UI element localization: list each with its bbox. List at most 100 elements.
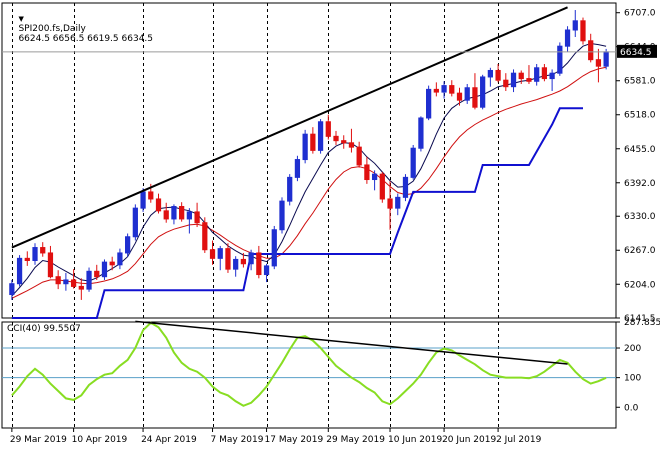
candle-body: [541, 67, 548, 80]
candle-body: [418, 117, 424, 149]
candle-body: [387, 198, 393, 209]
symbol-label: SPI200.fs,Daily: [18, 24, 86, 34]
y-tick-label: 6141.5: [624, 314, 656, 324]
cci-panel-frame: [1, 321, 617, 429]
candle-body: [310, 133, 316, 151]
x-tick-label: 10 Jun 2019: [388, 435, 442, 445]
ohlc-label: 6624.5 6656.5 6619.5 6634.5: [18, 34, 154, 44]
fast-moving-average-line: [11, 42, 607, 297]
candle-body: [117, 252, 123, 266]
slow-moving-average-line: [11, 66, 607, 299]
candle-body: [557, 45, 563, 74]
last-price-label: 6634.5: [620, 48, 652, 58]
candle-body: [287, 176, 293, 202]
candle-body: [148, 191, 154, 200]
candle-body: [194, 211, 200, 224]
candle-body: [94, 270, 100, 278]
candle-body: [510, 72, 517, 88]
candle-body: [217, 248, 223, 259]
collapse-triangle-icon[interactable]: ▼: [18, 15, 24, 23]
candle-body: [487, 69, 493, 78]
cci-y-tick-label: 287.8357: [624, 318, 660, 328]
candle-body: [371, 173, 378, 181]
candle-body: [325, 121, 331, 137]
cci-line: [11, 321, 607, 407]
candle-body: [356, 146, 362, 166]
candle-body: [294, 159, 301, 178]
candle-body: [263, 265, 270, 276]
y-tick-label: 6392.0: [624, 179, 656, 189]
candle-body: [225, 248, 231, 270]
candle-body: [9, 283, 15, 296]
candle-body: [348, 142, 355, 148]
candle-body: [125, 236, 131, 254]
candle-body: [456, 92, 463, 101]
candle-body: [78, 285, 84, 290]
cci-y-tick-label: 200: [624, 344, 641, 354]
candle-body: [317, 121, 324, 151]
x-tick-label: 2 Jul 2019: [496, 435, 541, 445]
candle-body: [526, 78, 532, 82]
y-tick-label: 6267.0: [624, 246, 656, 256]
candle-body: [564, 29, 571, 47]
candle-body: [580, 20, 586, 42]
y-tick-label: 6518.0: [624, 111, 656, 121]
candle-body: [410, 147, 416, 178]
y-tick-label: 6330.0: [624, 212, 656, 222]
candle-body: [16, 257, 23, 285]
candle-body: [47, 252, 54, 278]
candle-body: [402, 176, 409, 198]
candle-body: [233, 258, 239, 270]
candle-body: [55, 276, 61, 285]
candle-body: [163, 210, 169, 220]
candle-body: [279, 200, 285, 231]
candle-body: [132, 207, 138, 238]
x-tick-label: 7 May 2019: [211, 435, 264, 445]
x-tick-label: 10 Apr 2019: [72, 435, 128, 445]
candle-body: [503, 79, 509, 88]
x-tick-label: 29 Mar 2019: [10, 435, 67, 445]
last-price-label-box: [617, 44, 657, 58]
candle-body: [209, 249, 216, 259]
candle-body: [302, 133, 308, 161]
candle-body: [101, 261, 108, 278]
x-tick-label: 17 May 2019: [265, 435, 324, 445]
candle-body: [179, 206, 185, 220]
candle-body: [534, 67, 540, 82]
candle-body: [480, 76, 486, 108]
candle-body: [186, 211, 192, 220]
candle-body: [140, 191, 146, 209]
y-tick-label: 6707.0: [624, 9, 656, 19]
support-step-line: [11, 107, 583, 319]
candle-body: [595, 59, 602, 67]
candle-body: [271, 229, 277, 267]
candle-body: [109, 261, 115, 266]
price-y-axis: 6707.06644.06581.06518.06455.06392.06330…: [616, 9, 656, 324]
candle-body: [364, 164, 370, 181]
candle-body: [240, 258, 247, 265]
candle-body: [464, 87, 470, 101]
candle-body: [171, 206, 177, 220]
candle-body: [426, 88, 432, 119]
candle-body: [472, 87, 478, 108]
x-tick-label: 24 Apr 2019: [141, 435, 197, 445]
chart-header: ▼ SPI200.fs,Daily 6624.5 6656.5 6619.5 6…: [7, 4, 153, 54]
candle-body: [549, 72, 555, 80]
candle-body: [40, 247, 46, 254]
candle-body: [433, 88, 439, 93]
candle-body: [379, 173, 385, 200]
candles: [9, 10, 609, 300]
candle-body: [248, 252, 254, 265]
y-tick-label: 6581.0: [624, 77, 656, 87]
candle-body: [495, 69, 501, 81]
cci-y-tick-label: 0.0: [624, 403, 639, 413]
candle-body: [63, 279, 69, 285]
candle-body: [441, 85, 447, 93]
candle-body: [572, 20, 578, 31]
cci-y-tick-label: 100: [624, 374, 641, 384]
candle-body: [86, 270, 92, 290]
price-panel-frame: [1, 2, 617, 319]
y-tick-label: 6455.0: [624, 145, 656, 155]
